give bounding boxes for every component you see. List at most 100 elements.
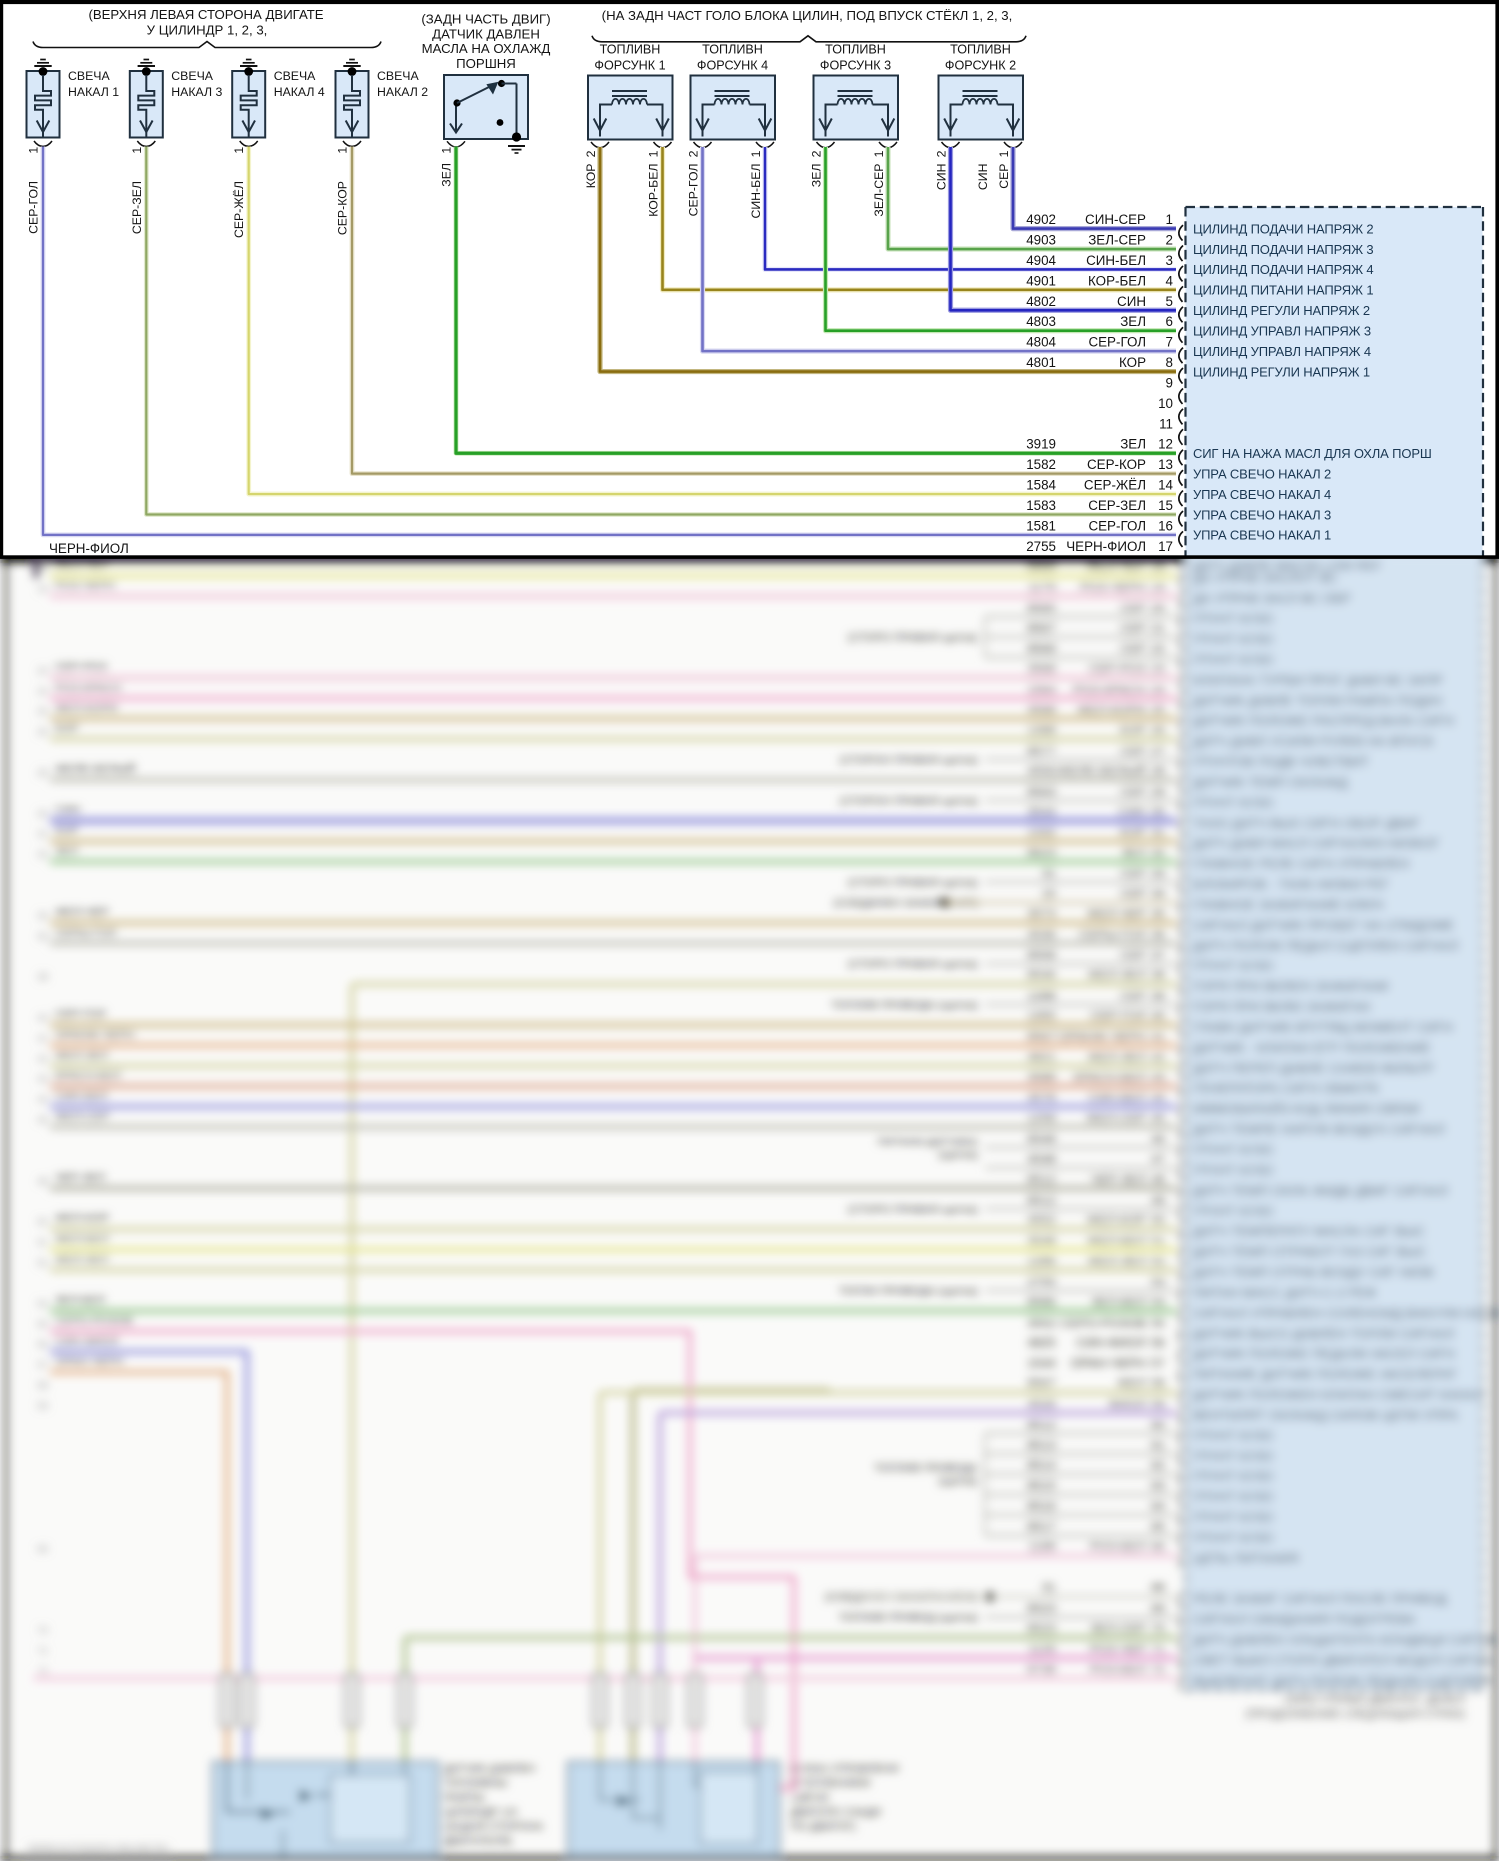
svg-text:1: 1 bbox=[232, 147, 246, 154]
svg-text:СИН: СИН bbox=[935, 164, 949, 191]
svg-text:ТОПЛИВН: ТОПЛИВН bbox=[825, 43, 886, 57]
svg-text:УПРА СВЕЧО НАКАЛ 4: УПРА СВЕЧО НАКАЛ 4 bbox=[1193, 487, 1331, 502]
svg-text:СИН-СЕР: СИН-СЕР bbox=[1085, 212, 1146, 227]
svg-text:4904: 4904 bbox=[1026, 253, 1056, 268]
svg-text:4804: 4804 bbox=[1026, 335, 1056, 350]
svg-text:ФОРСУНК 4: ФОРСУНК 4 bbox=[697, 59, 768, 73]
svg-text:УПРА СВЕЧО НАКАЛ 2: УПРА СВЕЧО НАКАЛ 2 bbox=[1193, 466, 1331, 481]
svg-text:17: 17 bbox=[1158, 539, 1173, 554]
svg-text:(ЗАДН ЧАСТЬ ДВИГ): (ЗАДН ЧАСТЬ ДВИГ) bbox=[421, 12, 550, 27]
svg-text:СЕР-ГОЛ: СЕР-ГОЛ bbox=[27, 181, 41, 234]
svg-text:2: 2 bbox=[584, 150, 598, 157]
svg-text:9: 9 bbox=[1166, 375, 1173, 390]
svg-text:1: 1 bbox=[130, 147, 144, 154]
svg-text:ЦИЛИНД ПОДАЧИ НАПРЯЖ 4: ЦИЛИНД ПОДАЧИ НАПРЯЖ 4 bbox=[1193, 262, 1373, 277]
svg-text:КОР: КОР bbox=[584, 164, 598, 189]
svg-text:ЦИЛИНД ПОДАЧИ НАПРЯЖ 2: ЦИЛИНД ПОДАЧИ НАПРЯЖ 2 bbox=[1193, 221, 1373, 236]
svg-text:ФОРСУНК 3: ФОРСУНК 3 bbox=[820, 59, 891, 73]
svg-text:СВЕЧА: СВЕЧА bbox=[171, 69, 213, 83]
svg-text:1: 1 bbox=[872, 150, 886, 157]
svg-text:ЗЕЛ: ЗЕЛ bbox=[440, 163, 454, 187]
svg-text:4903: 4903 bbox=[1026, 233, 1056, 248]
svg-text:1: 1 bbox=[647, 150, 661, 157]
svg-text:КОР: КОР bbox=[1119, 355, 1146, 370]
svg-text:ЦИЛИНД РЕГУЛИ НАПРЯЖ 2: ЦИЛИНД РЕГУЛИ НАПРЯЖ 2 bbox=[1193, 303, 1370, 318]
svg-text:СЕР: СЕР bbox=[997, 164, 1011, 189]
svg-text:СЕР-ГОЛ: СЕР-ГОЛ bbox=[1088, 335, 1146, 350]
svg-text:ЦИЛИНД РЕГУЛИ НАПРЯЖ 1: ЦИЛИНД РЕГУЛИ НАПРЯЖ 1 bbox=[1193, 364, 1370, 379]
svg-text:ЦИЛИНД ПИТАНИ НАПРЯЖ 1: ЦИЛИНД ПИТАНИ НАПРЯЖ 1 bbox=[1193, 283, 1373, 298]
svg-text:11: 11 bbox=[1159, 416, 1173, 431]
svg-text:7: 7 bbox=[1166, 335, 1173, 350]
svg-text:(ВЕРХНЯ ЛЕВАЯ СТОРОНА ДВИГАТЕ: (ВЕРХНЯ ЛЕВАЯ СТОРОНА ДВИГАТЕ bbox=[88, 7, 323, 22]
svg-text:СЕР-ЗЕЛ: СЕР-ЗЕЛ bbox=[1088, 498, 1146, 513]
svg-text:КОР-БЕЛ: КОР-БЕЛ bbox=[1088, 273, 1146, 288]
svg-text:СВЕЧА: СВЕЧА bbox=[274, 69, 316, 83]
svg-text:ЦИЛИНД УПРАВЛ НАПРЯЖ 3: ЦИЛИНД УПРАВЛ НАПРЯЖ 3 bbox=[1193, 324, 1371, 339]
svg-text:ЧЕРН-ФИОЛ: ЧЕРН-ФИОЛ bbox=[1066, 539, 1146, 554]
svg-text:4901: 4901 bbox=[1026, 273, 1056, 288]
svg-text:СИН-БЕЛ: СИН-БЕЛ bbox=[749, 164, 763, 219]
svg-text:4: 4 bbox=[1166, 273, 1174, 288]
svg-text:СЕР-КОР: СЕР-КОР bbox=[1087, 457, 1146, 472]
svg-text:6: 6 bbox=[1166, 314, 1173, 329]
svg-text:13: 13 bbox=[1158, 457, 1173, 472]
svg-text:ЧЕРН-ФИОЛ: ЧЕРН-ФИОЛ bbox=[49, 541, 129, 556]
svg-text:4902: 4902 bbox=[1026, 212, 1056, 227]
svg-text:ЗЕЛ: ЗЕЛ bbox=[1120, 437, 1146, 452]
svg-text:НАКАЛ 3: НАКАЛ 3 bbox=[171, 85, 222, 99]
svg-text:ЦИЛИНД УПРАВЛ НАПРЯЖ 4: ЦИЛИНД УПРАВЛ НАПРЯЖ 4 bbox=[1193, 344, 1371, 359]
svg-text:СЕР-ЗЕЛ: СЕР-ЗЕЛ bbox=[130, 181, 144, 234]
svg-text:УПРА СВЕЧО НАКАЛ 1: УПРА СВЕЧО НАКАЛ 1 bbox=[1193, 528, 1331, 543]
svg-text:1581: 1581 bbox=[1026, 518, 1056, 533]
svg-text:ТОПЛИВН: ТОПЛИВН bbox=[950, 43, 1011, 57]
svg-text:2: 2 bbox=[1166, 233, 1173, 248]
svg-text:СЕР-ГОЛ: СЕР-ГОЛ bbox=[687, 164, 701, 217]
svg-text:1: 1 bbox=[440, 147, 454, 154]
svg-text:1: 1 bbox=[1166, 212, 1173, 227]
svg-text:4801: 4801 bbox=[1026, 355, 1056, 370]
svg-text:1584: 1584 bbox=[1026, 478, 1056, 493]
svg-text:СЕР-КОР: СЕР-КОР bbox=[336, 181, 350, 235]
svg-text:НАКАЛ 2: НАКАЛ 2 bbox=[377, 85, 428, 99]
svg-text:СИН: СИН bbox=[976, 164, 990, 191]
svg-text:10: 10 bbox=[1158, 396, 1173, 411]
svg-text:КОР-БЕЛ: КОР-БЕЛ bbox=[647, 164, 661, 217]
svg-text:СВЕЧА: СВЕЧА bbox=[68, 69, 110, 83]
svg-text:2: 2 bbox=[810, 150, 824, 157]
svg-text:СВЕЧА: СВЕЧА bbox=[377, 69, 419, 83]
svg-text:14: 14 bbox=[1158, 478, 1173, 493]
svg-text:ЗЕЛ: ЗЕЛ bbox=[810, 164, 824, 188]
svg-text:ПОРШНЯ: ПОРШНЯ bbox=[456, 56, 516, 71]
svg-text:16: 16 bbox=[1158, 518, 1173, 533]
svg-text:СИГ НА НАЖА МАСЛ ДЛЯ ОХЛА ПОРШ: СИГ НА НАЖА МАСЛ ДЛЯ ОХЛА ПОРШ bbox=[1193, 446, 1432, 461]
svg-text:4803: 4803 bbox=[1026, 314, 1056, 329]
svg-text:12: 12 bbox=[1158, 437, 1173, 452]
svg-text:5: 5 bbox=[1166, 294, 1173, 309]
svg-text:1: 1 bbox=[336, 147, 350, 154]
svg-text:1583: 1583 bbox=[1026, 498, 1056, 513]
svg-text:ЗЕЛ: ЗЕЛ bbox=[1120, 314, 1146, 329]
svg-text:СЕР-ЖЁЛ: СЕР-ЖЁЛ bbox=[232, 181, 246, 238]
svg-text:ДАТЧИК ДАВЛЕН: ДАТЧИК ДАВЛЕН bbox=[432, 26, 540, 41]
svg-text:СИН: СИН bbox=[1117, 294, 1146, 309]
svg-text:2: 2 bbox=[687, 150, 701, 157]
svg-text:15: 15 bbox=[1158, 498, 1173, 513]
svg-text:НАКАЛ 4: НАКАЛ 4 bbox=[274, 85, 325, 99]
svg-text:ФОРСУНК 1: ФОРСУНК 1 bbox=[594, 59, 665, 73]
svg-text:ЗЕЛ-СЕР: ЗЕЛ-СЕР bbox=[1088, 233, 1146, 248]
svg-text:ЗЕЛ-СЕР: ЗЕЛ-СЕР bbox=[872, 164, 886, 217]
svg-text:УПРА СВЕЧО НАКАЛ 3: УПРА СВЕЧО НАКАЛ 3 bbox=[1193, 507, 1331, 522]
svg-text:2755: 2755 bbox=[1026, 539, 1056, 554]
svg-text:4802: 4802 bbox=[1026, 294, 1056, 309]
svg-text:3: 3 bbox=[1166, 253, 1173, 268]
svg-text:(НА ЗАДН ЧАСТ ГОЛО БЛОКА ЦИЛИН: (НА ЗАДН ЧАСТ ГОЛО БЛОКА ЦИЛИН, ПОД ВПУС… bbox=[602, 8, 1013, 23]
svg-text:ТОПЛИВН: ТОПЛИВН bbox=[600, 43, 661, 57]
svg-text:3919: 3919 bbox=[1026, 437, 1056, 452]
svg-text:ЦИЛИНД ПОДАЧИ НАПРЯЖ 3: ЦИЛИНД ПОДАЧИ НАПРЯЖ 3 bbox=[1193, 242, 1373, 257]
svg-text:1582: 1582 bbox=[1026, 457, 1056, 472]
svg-text:1: 1 bbox=[749, 150, 763, 157]
svg-text:ФОРСУНК 2: ФОРСУНК 2 bbox=[945, 59, 1016, 73]
svg-text:ТОПЛИВН: ТОПЛИВН bbox=[702, 43, 763, 57]
svg-text:СИН-БЕЛ: СИН-БЕЛ bbox=[1086, 253, 1146, 268]
